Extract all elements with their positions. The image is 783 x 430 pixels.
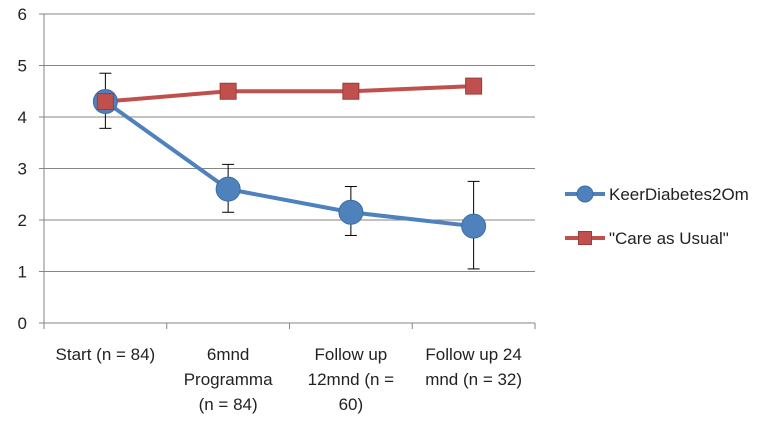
marker-square <box>219 82 237 100</box>
y-tick-label: 3 <box>18 160 27 179</box>
legend: KeerDiabetes2Om "Care as Usual" <box>565 185 749 248</box>
y-tick-label: 5 <box>18 57 27 76</box>
gridlines <box>44 13 535 272</box>
legend-label: KeerDiabetes2Om <box>609 185 749 204</box>
y-tick-labels: 0 1 2 3 4 5 6 <box>18 5 27 333</box>
series-layer <box>92 77 487 239</box>
error-bars <box>99 72 480 270</box>
x-category-label: Follow up 24 mnd (n = 32) <box>425 345 522 389</box>
marker-square <box>465 77 483 95</box>
axes <box>39 13 536 329</box>
marker-circle <box>461 213 487 239</box>
legend-entry: KeerDiabetes2Om <box>565 185 749 204</box>
y-tick-label: 0 <box>18 314 27 333</box>
marker-square <box>342 82 360 100</box>
y-tick-label: 2 <box>18 211 27 230</box>
marker-circle <box>338 199 364 225</box>
legend-label: "Care as Usual" <box>609 229 729 248</box>
x-category-label: 6mnd Programma (n = 84) <box>184 345 273 414</box>
marker-circle <box>215 176 241 202</box>
series-line <box>104 99 474 229</box>
series-line <box>105 84 474 104</box>
legend-entry: "Care as Usual" <box>565 229 729 248</box>
marker-circle <box>576 185 594 203</box>
x-category-labels: Start (n = 84) 6mnd Programma (n = 84) Follo… <box>56 345 523 414</box>
x-category-label: Follow up 12mnd (n = 60) <box>308 345 395 414</box>
y-tick-label: 4 <box>18 108 27 127</box>
y-tick-label: 6 <box>18 5 27 24</box>
marker-square <box>96 93 114 111</box>
x-category-label: Start (n = 84) <box>56 345 156 364</box>
marker-square <box>578 231 592 245</box>
y-tick-label: 1 <box>18 263 27 282</box>
